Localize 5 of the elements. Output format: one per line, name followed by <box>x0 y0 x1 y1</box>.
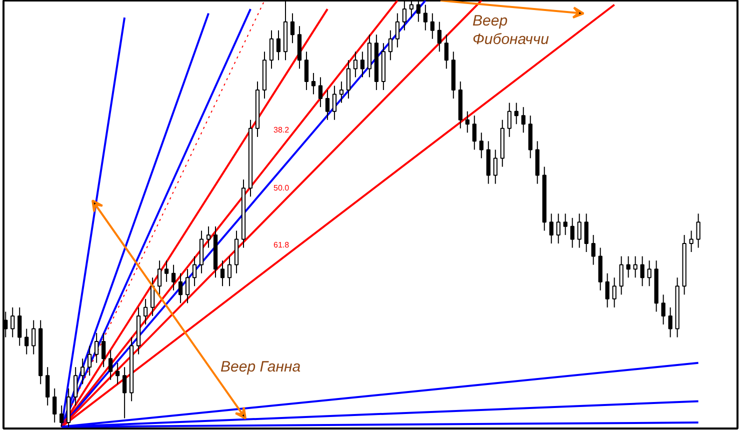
annotation: Веер Ганна <box>220 358 301 376</box>
annotation: Веер Фибоначчи <box>472 12 550 48</box>
annotation: 38.2 <box>274 126 290 134</box>
annotation: 61.8 <box>274 240 290 250</box>
annotation: 50.0 <box>274 184 290 192</box>
